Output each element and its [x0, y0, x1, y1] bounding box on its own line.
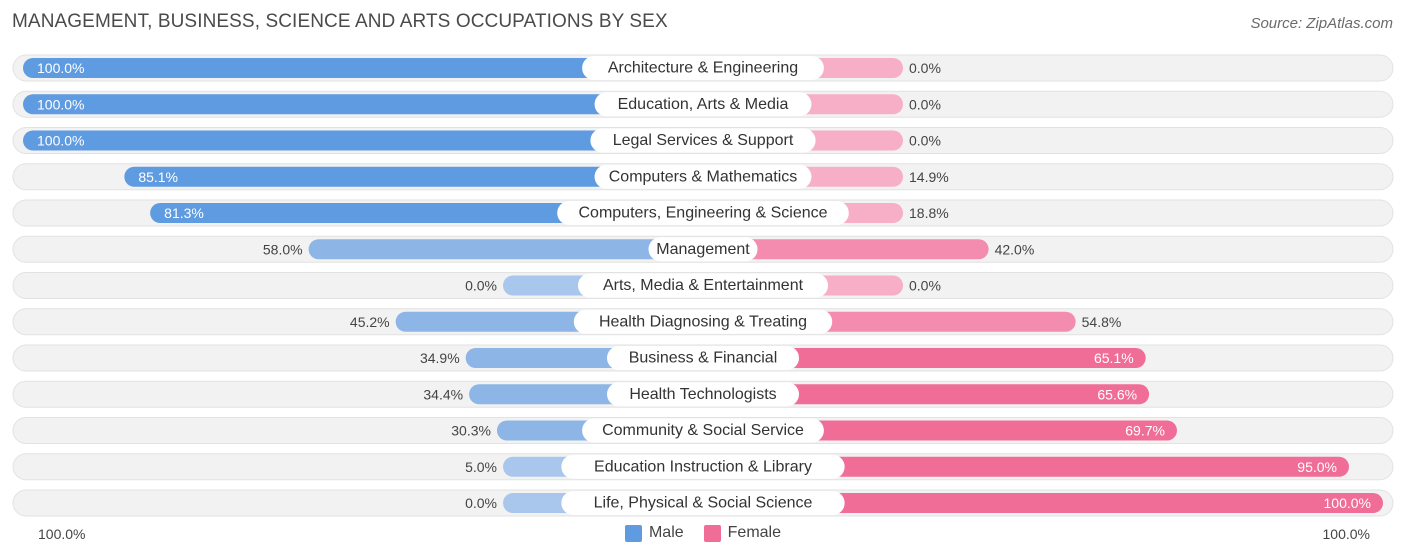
legend-swatch-female: [703, 524, 721, 542]
value-label-male: 5.0%: [465, 459, 497, 475]
category-label-bg: [648, 237, 758, 262]
value-label-female: 18.8%: [909, 205, 949, 221]
value-label-female: 0.0%: [909, 60, 941, 76]
bar-male: [23, 130, 703, 151]
chart-title: MANAGEMENT, BUSINESS, SCIENCE AND ARTS O…: [12, 11, 668, 32]
category-label-bg: [557, 201, 849, 225]
value-label-female: 14.9%: [909, 169, 949, 185]
category-label: Education, Arts & Media: [618, 96, 789, 113]
value-label-female: 54.8%: [1082, 314, 1122, 330]
bar-female: [703, 456, 1349, 477]
category-label-bg: [607, 382, 799, 407]
bar-female: [703, 239, 989, 260]
value-label-female: 95.0%: [1297, 459, 1337, 475]
category-label-bg: [607, 346, 799, 370]
value-label-male: 45.2%: [350, 314, 390, 330]
value-label-female: 0.0%: [909, 278, 941, 294]
category-label: Education Instruction & Library: [594, 458, 812, 475]
value-label-female: 0.0%: [909, 133, 941, 149]
category-label-bg: [561, 491, 845, 515]
value-label-male: 0.0%: [465, 278, 497, 294]
value-label-male: 81.3%: [164, 205, 204, 221]
legend-label-female: Female: [727, 524, 782, 541]
legend-label-male: Male: [648, 524, 684, 541]
source-note: Source: ZipAtlas.com: [1250, 15, 1393, 32]
value-label-male: 34.4%: [423, 386, 463, 402]
category-label: Arts, Media & Entertainment: [603, 277, 804, 294]
value-label-female: 65.1%: [1094, 350, 1134, 366]
value-label-male: 58.0%: [263, 241, 303, 257]
legend-item-female[interactable]: Female: [703, 524, 782, 542]
value-label-female: 42.0%: [995, 241, 1035, 257]
bar-male: [308, 239, 703, 260]
category-label-bg: [582, 56, 824, 80]
category-label-bg: [594, 164, 812, 189]
legend: Male Female: [0, 524, 1406, 542]
category-label: Legal Services & Support: [613, 132, 794, 149]
axis-left-label: 100.0%: [38, 526, 86, 542]
category-label-bg: [577, 273, 829, 298]
value-label-male: 100.0%: [37, 133, 84, 149]
legend-item-male[interactable]: Male: [624, 524, 684, 542]
value-label-female: 100.0%: [1324, 495, 1371, 511]
category-label-bg: [561, 454, 845, 479]
category-label-bg: [573, 309, 833, 334]
bar-female: [703, 493, 1383, 513]
chart-svg: Architecture & Engineering 100.0% 0.0% Educ…: [12, 54, 1394, 517]
category-label: Community & Social Service: [602, 422, 804, 439]
value-label-male: 0.0%: [465, 495, 497, 511]
value-label-male: 30.3%: [451, 423, 491, 439]
bar-male: [23, 58, 703, 78]
value-label-male: 100.0%: [37, 96, 84, 112]
category-label-bg: [582, 418, 824, 443]
value-label-male: 100.0%: [37, 60, 84, 76]
category-label: Architecture & Engineering: [608, 60, 798, 77]
category-label: Life, Physical & Social Science: [594, 495, 813, 512]
category-label: Health Technologists: [629, 386, 776, 403]
category-label: Computers, Engineering & Science: [578, 205, 827, 222]
bar-male: [23, 94, 703, 115]
category-label-bg: [590, 128, 816, 153]
value-label-female: 65.6%: [1097, 386, 1137, 402]
category-label: Business & Financial: [629, 350, 778, 367]
axis-right-label: 100.0%: [1322, 526, 1370, 542]
legend-swatch-male: [624, 524, 642, 542]
category-label: Computers & Mathematics: [609, 168, 798, 185]
bar-female: [703, 348, 1146, 368]
value-label-male: 85.1%: [138, 169, 178, 185]
value-label-female: 0.0%: [909, 96, 941, 112]
category-label: Management: [656, 241, 750, 258]
value-label-male: 34.9%: [420, 350, 460, 366]
bar-female: [703, 384, 1150, 405]
category-label: Health Diagnosing & Treating: [599, 313, 807, 330]
bar-male: [124, 166, 703, 187]
category-label-bg: [594, 92, 812, 117]
value-label-female: 69.7%: [1125, 423, 1165, 439]
